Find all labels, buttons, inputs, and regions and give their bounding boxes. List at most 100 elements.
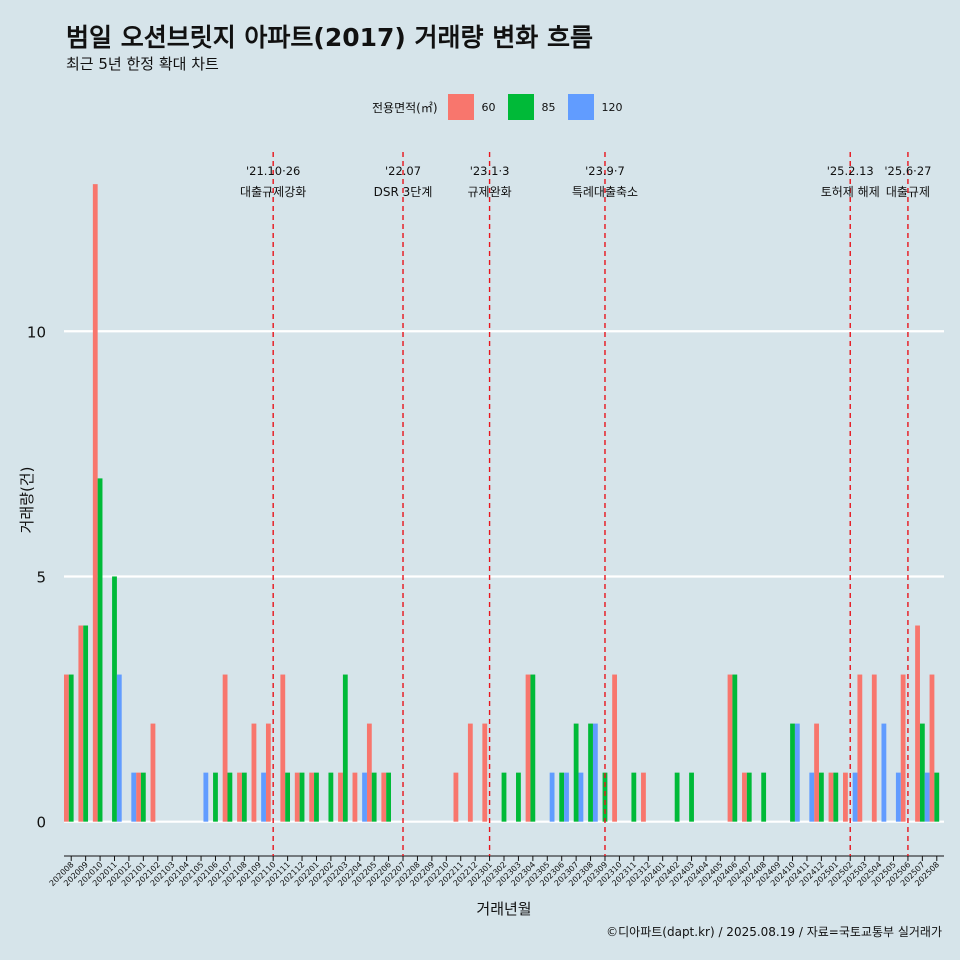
bar-60-202312 bbox=[641, 772, 646, 822]
event-date-3: '23.9·7 bbox=[585, 164, 625, 178]
bar-60-202010 bbox=[92, 184, 98, 822]
bar-85-202107 bbox=[227, 772, 233, 822]
legend-label-85: 85 bbox=[541, 100, 556, 114]
y-axis-title: 거래량(건) bbox=[18, 467, 36, 534]
bar-85-202410 bbox=[790, 723, 795, 822]
event-date-0: '21.10·26 bbox=[246, 164, 300, 178]
bar-120-202410 bbox=[794, 723, 800, 822]
bar-60-202503 bbox=[857, 674, 863, 822]
bar-120-202507 bbox=[924, 772, 930, 822]
bar-85-202309 bbox=[602, 772, 608, 822]
event-label-4: 토허제 해제 bbox=[821, 185, 880, 199]
bar-60-202112 bbox=[294, 772, 300, 822]
bar-85-202304 bbox=[530, 674, 536, 822]
bar-85-202206 bbox=[386, 772, 391, 822]
bar-85-202302 bbox=[501, 772, 507, 822]
legend-label-120: 120 bbox=[601, 100, 623, 114]
bar-60-202108 bbox=[237, 772, 242, 822]
legend-label-60: 60 bbox=[481, 100, 496, 114]
bar-120-202307 bbox=[578, 772, 584, 822]
bar-120-202504 bbox=[881, 723, 887, 822]
bar-60-202204 bbox=[352, 772, 358, 822]
bar-120-202305 bbox=[549, 772, 555, 822]
bar-85-202307 bbox=[573, 723, 579, 822]
y-tick-label-5: 5 bbox=[36, 568, 46, 586]
bar-85-202403 bbox=[689, 772, 694, 822]
bar-85-202406 bbox=[732, 674, 738, 822]
legend-key-85 bbox=[507, 94, 534, 120]
bar-85-202408 bbox=[761, 772, 767, 822]
bar-60-202203 bbox=[338, 772, 343, 822]
y-tick-label-10: 10 bbox=[27, 323, 46, 341]
bar-60-202101 bbox=[136, 772, 141, 822]
bar-85-202308 bbox=[588, 723, 593, 822]
event-date-4: '25.2.13 bbox=[827, 164, 874, 178]
bar-85-202108 bbox=[241, 772, 247, 822]
bar-85-202111 bbox=[285, 772, 291, 822]
event-label-3: 특례대출축소 bbox=[572, 185, 638, 199]
bar-85-202205 bbox=[371, 772, 377, 822]
bar-60-202102 bbox=[150, 723, 156, 822]
bar-60-202412 bbox=[814, 723, 819, 822]
bar-85-202010 bbox=[97, 478, 103, 822]
bar-85-202106 bbox=[213, 772, 218, 822]
bar-85-202303 bbox=[516, 772, 521, 822]
bar-85-202412 bbox=[818, 772, 824, 822]
legend-title: 전용면적(㎡) bbox=[372, 100, 438, 115]
event-label-1: DSR 3단계 bbox=[374, 185, 433, 199]
legend-key-60 bbox=[447, 94, 474, 120]
y-tick-label-0: 0 bbox=[36, 814, 46, 832]
bar-60-202107 bbox=[222, 674, 228, 822]
source-caption: ©디아파트(dapt.kr) / 2025.08.19 / 자료=국토교통부 실… bbox=[606, 925, 942, 939]
bar-85-202311 bbox=[631, 772, 637, 822]
bar-60-202205 bbox=[366, 723, 372, 822]
bar-85-202402 bbox=[674, 772, 680, 822]
bar-85-202009 bbox=[83, 625, 89, 822]
bar-85-202501 bbox=[833, 772, 839, 822]
bar-60-202304 bbox=[525, 674, 531, 822]
bar-85-202203 bbox=[342, 674, 348, 822]
bar-60-202009 bbox=[78, 625, 84, 822]
bar-85-202201 bbox=[314, 772, 319, 822]
bar-85-202202 bbox=[328, 772, 334, 822]
bar-85-202508 bbox=[934, 772, 940, 822]
bar-120-202011 bbox=[116, 674, 122, 822]
bar-60-202501 bbox=[828, 772, 834, 822]
bar-120-202306 bbox=[564, 772, 569, 822]
bar-85-202011 bbox=[112, 576, 117, 822]
event-date-2: '23.1·3 bbox=[470, 164, 510, 178]
bar-60-202406 bbox=[727, 674, 733, 822]
event-label-0: 대출규제강화 bbox=[240, 185, 306, 199]
bar-60-202502 bbox=[843, 772, 848, 822]
bar-120-202204 bbox=[362, 772, 367, 822]
bar-60-202504 bbox=[871, 674, 877, 822]
chart-subtitle: 최근 5년 한정 확대 차트 bbox=[66, 55, 219, 73]
bar-60-202310 bbox=[612, 674, 618, 822]
bar-60-202211 bbox=[453, 772, 459, 822]
event-date-1: '22.07 bbox=[385, 164, 421, 178]
bar-60-202508 bbox=[929, 674, 935, 822]
bar-120-202505 bbox=[895, 772, 901, 822]
event-label-2: 규제완화 bbox=[467, 185, 511, 199]
legend-key-120 bbox=[567, 94, 594, 120]
bar-60-202506 bbox=[900, 674, 906, 822]
bar-60-202110 bbox=[265, 723, 271, 822]
bar-60-202109 bbox=[251, 723, 257, 822]
event-label-5: 대출규제 bbox=[886, 185, 930, 199]
bar-120-202012 bbox=[131, 772, 137, 822]
bar-85-202507 bbox=[919, 723, 925, 822]
bar-85-202101 bbox=[140, 772, 146, 822]
bar-85-202407 bbox=[746, 772, 752, 822]
bar-60-202201 bbox=[309, 772, 315, 822]
bar-120-202105 bbox=[203, 772, 209, 822]
chart-title: 범일 오션브릿지 아파트(2017) 거래량 변화 흐름 bbox=[66, 23, 593, 52]
bar-60-202407 bbox=[742, 772, 747, 822]
bar-85-202112 bbox=[299, 772, 305, 822]
bar-60-202008 bbox=[64, 674, 69, 822]
bar-60-202507 bbox=[915, 625, 920, 822]
bar-60-202206 bbox=[381, 772, 387, 822]
bar-120-202411 bbox=[809, 772, 815, 822]
bar-120-202502 bbox=[852, 772, 858, 822]
bar-85-202306 bbox=[559, 772, 565, 822]
